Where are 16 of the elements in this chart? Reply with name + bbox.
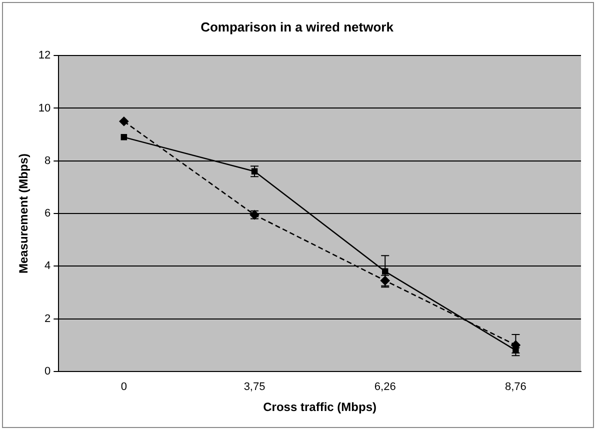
x-tick-label: 8,76	[504, 381, 526, 394]
y-tick-label: 2	[44, 312, 51, 325]
point	[120, 134, 128, 140]
y-tick-label: 0	[44, 365, 51, 378]
x-tick-label: 6,26	[374, 381, 396, 394]
y-tick-label: 8	[44, 154, 51, 167]
x-tick-label: 3,75	[244, 381, 266, 394]
y-axis-title: Measurement (Mbps)	[16, 153, 31, 274]
y-tick-label: 6	[44, 208, 51, 220]
point	[119, 116, 129, 126]
chart-title: Comparison in a wired network	[200, 19, 394, 34]
y-tick-label: 12	[38, 50, 51, 62]
x-tick-label: 0	[120, 381, 127, 394]
y-tick-label: 10	[38, 102, 51, 114]
y-tick-label: 4	[44, 260, 51, 272]
x-axis-title: Cross traffic (Mbps)	[263, 400, 376, 414]
